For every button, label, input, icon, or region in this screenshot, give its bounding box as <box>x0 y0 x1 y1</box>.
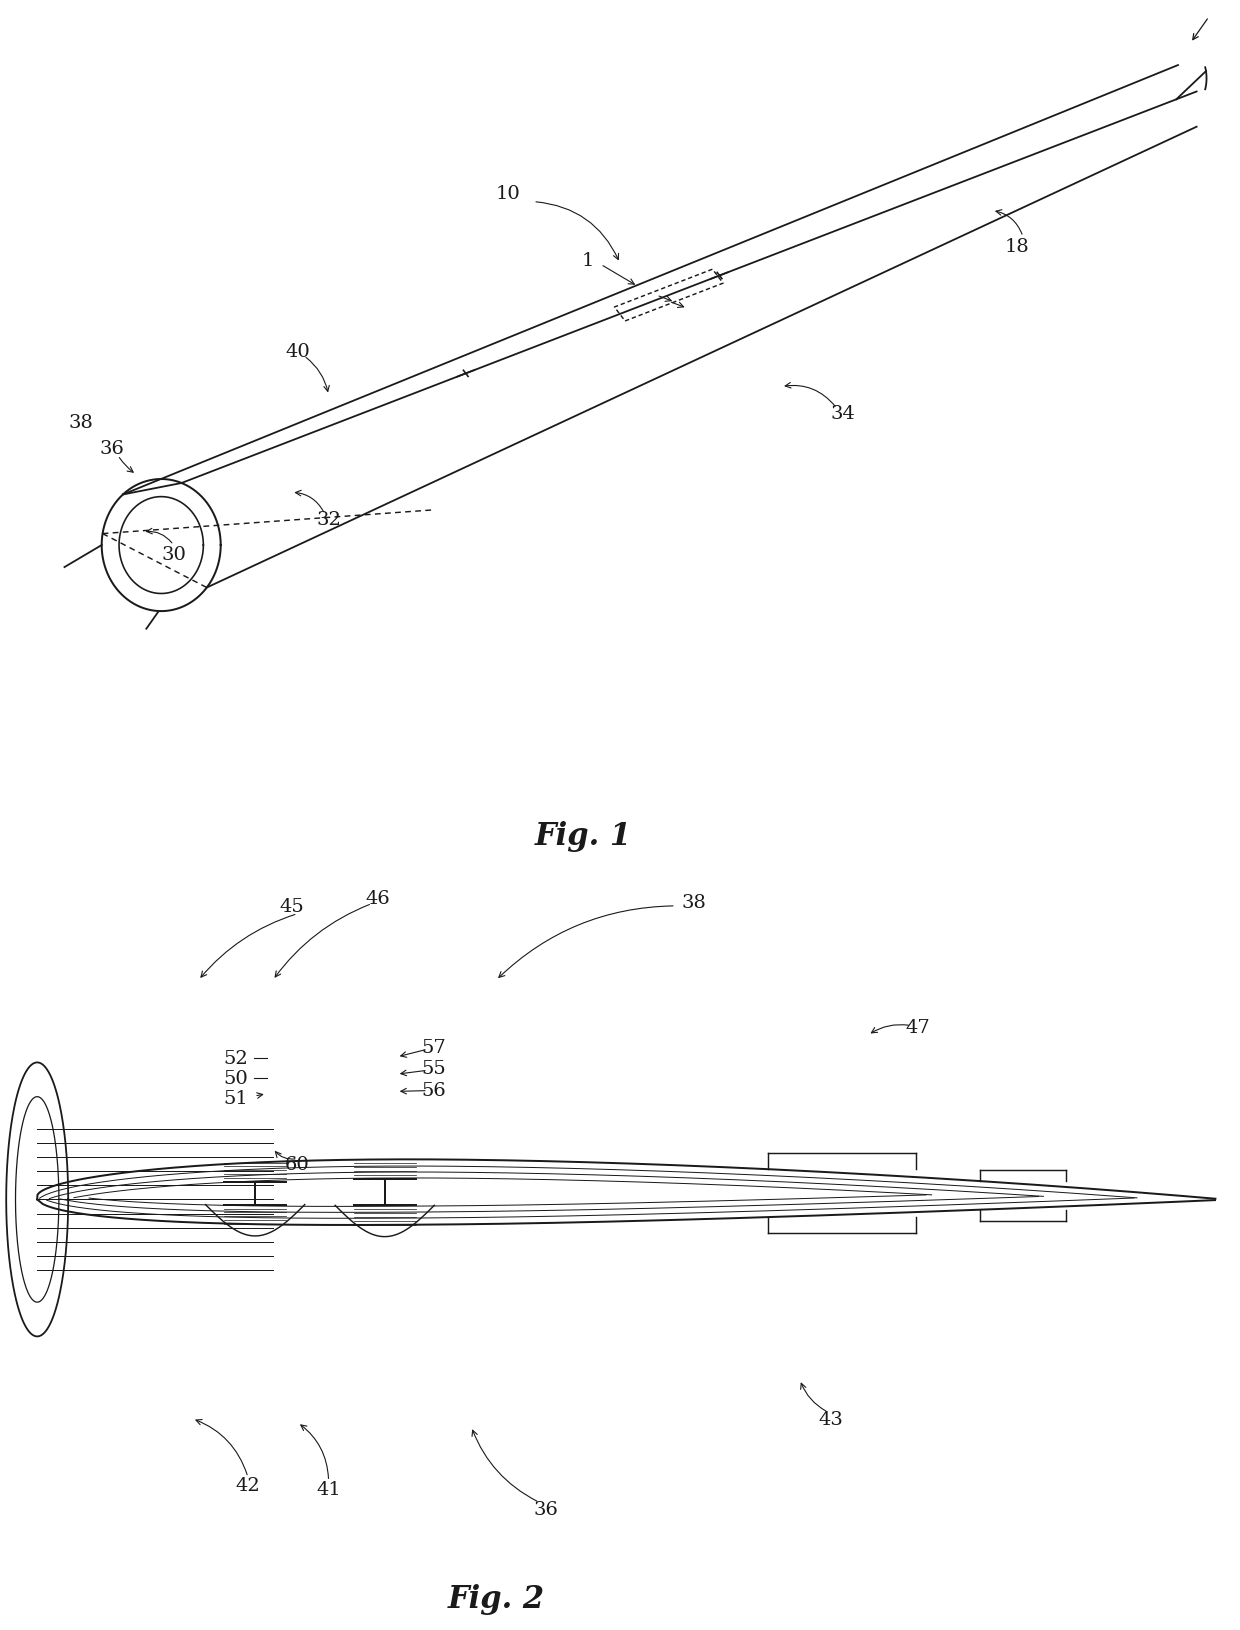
Text: 45: 45 <box>279 897 304 916</box>
Text: 55: 55 <box>422 1060 446 1077</box>
Text: 41: 41 <box>316 1480 341 1498</box>
Text: 43: 43 <box>818 1410 843 1428</box>
Text: 18: 18 <box>1004 238 1029 256</box>
Text: 50: 50 <box>223 1069 248 1087</box>
Text: Fig. 1: Fig. 1 <box>534 820 631 852</box>
Text: 56: 56 <box>422 1081 446 1099</box>
Text: 32: 32 <box>316 510 341 528</box>
Text: 51: 51 <box>223 1089 248 1107</box>
Text: 57: 57 <box>422 1038 446 1056</box>
Text: 60: 60 <box>285 1156 310 1174</box>
Text: 40: 40 <box>285 342 310 362</box>
Text: 46: 46 <box>366 890 391 908</box>
Text: 1: 1 <box>582 251 594 269</box>
Text: 52: 52 <box>223 1050 248 1068</box>
Text: 36: 36 <box>99 440 124 458</box>
Text: 34: 34 <box>831 404 856 422</box>
Text: 36: 36 <box>533 1500 558 1518</box>
Text: 38: 38 <box>682 893 707 911</box>
Text: 38: 38 <box>68 414 93 432</box>
Text: 42: 42 <box>236 1477 260 1495</box>
Text: 10: 10 <box>496 184 521 202</box>
Text: 47: 47 <box>905 1019 930 1037</box>
Text: Fig. 2: Fig. 2 <box>448 1583 544 1614</box>
Text: 30: 30 <box>161 546 186 564</box>
